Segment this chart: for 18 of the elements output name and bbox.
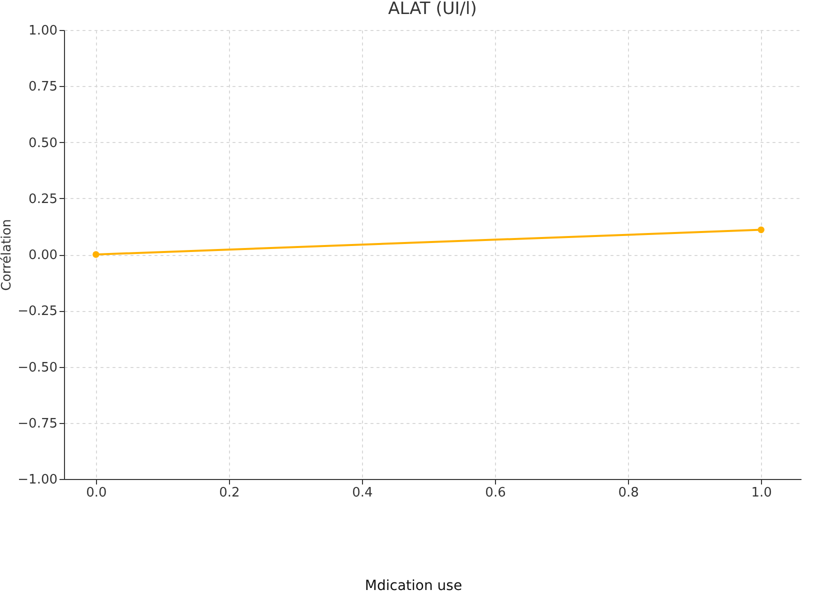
- y-tick-label: 0.00: [28, 248, 58, 263]
- x-tick-label: 0.8: [618, 486, 639, 500]
- y-tick-label: 0.25: [28, 192, 58, 207]
- x-tick-label: 0.0: [86, 486, 107, 500]
- y-tick-label: −1.00: [18, 472, 58, 488]
- x-tick-label: 1.0: [751, 486, 772, 500]
- y-tick-label: −0.50: [18, 360, 58, 376]
- text: Mdication use: [364, 578, 462, 594]
- x-tick-label: 0.4: [352, 486, 373, 500]
- y-tick-label: −0.75: [18, 416, 58, 432]
- y-tick-label: 0.75: [28, 80, 58, 95]
- y-tick-label: 0.50: [28, 136, 58, 151]
- y-tick-label: 1.00: [28, 24, 58, 38]
- x-tick-label: 0.2: [219, 486, 240, 500]
- y-tick-label: −0.25: [18, 304, 58, 320]
- chart-title: ALAT (UI/l): [388, 0, 477, 19]
- y-axis-title: Corrélation: [0, 219, 15, 291]
- x-tick-label: 0.6: [485, 486, 506, 500]
